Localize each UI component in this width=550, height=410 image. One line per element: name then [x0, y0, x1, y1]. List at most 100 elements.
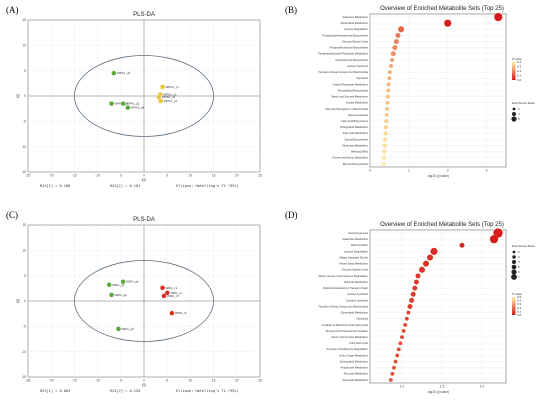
enrichment-plot-1: Overview of Enriched Metabolite Sets (To… — [318, 6, 506, 178]
point-label: WRG_g2 — [115, 293, 128, 297]
y-tick-label: -10 — [21, 145, 26, 149]
enrichment-dot — [386, 89, 390, 93]
enrichment-dot — [409, 298, 414, 303]
category-label: Fructose and Mannose Degradation — [327, 347, 369, 351]
enrichment-dot — [385, 113, 389, 117]
x-axis-label: -log10 (p value) — [427, 390, 449, 394]
category-label: Glycine and Serine Metabolism — [332, 156, 368, 160]
category-label: Starch and Sucrose Metabolism — [331, 335, 368, 339]
point-label: WRG_r1 — [166, 286, 178, 290]
x-tick-label: -5 — [119, 174, 122, 178]
enrichment-dot — [400, 335, 404, 339]
category-label: Warburg Effect — [351, 243, 368, 247]
pls-da-plot-0: PLS-DA -25 -20 -15 -10 -5 0 5 10 15 20 25 -15 -10 -5 0 5… — [16, 12, 262, 188]
x-tick-label: 1.5 — [440, 385, 445, 389]
enrichment-dot — [384, 131, 388, 135]
enrichment-dot — [460, 243, 465, 248]
x-tick-label: 25 — [258, 174, 262, 178]
y-tick-label: 15 — [22, 223, 26, 227]
category-label: Amino Sugar Metabolism — [339, 353, 368, 357]
colorbar-tick: 0.0 — [517, 313, 522, 317]
scatter-point — [160, 84, 165, 89]
size-legend-label: 5 — [518, 265, 520, 269]
size-legend-label: 3 — [518, 255, 520, 259]
size-legend-dot — [513, 108, 516, 111]
enrichment-dot — [490, 235, 498, 243]
category-label: Steroid Biosynthesis — [345, 137, 369, 141]
y-tick-label: -10 — [21, 350, 26, 354]
enrichment-dot — [402, 329, 406, 333]
enrichment-dot — [408, 304, 413, 309]
footer-r2x2: R2X[2] = 0.101 — [110, 184, 140, 188]
y-tick-label: 0 — [24, 299, 26, 303]
size-legend-dot — [512, 255, 515, 258]
enrichment-dot — [389, 64, 393, 68]
category-label: Catecholamine Biosynthesis — [335, 58, 368, 62]
size-legend-label: 7 — [518, 275, 520, 279]
enrichment-dot — [389, 378, 393, 382]
enrichment-dot — [384, 125, 388, 129]
size-legend-dot — [511, 116, 516, 121]
enrichment-plot-3: Overview of Enriched Metabolite Sets (To… — [318, 222, 506, 394]
plot-title: PLS-DA — [133, 12, 155, 18]
category-label: Glucose-Alanine Cycle — [342, 39, 369, 43]
x-tick-label: -15 — [72, 174, 77, 178]
category-label: Fatty Acid Elongation in Mitochondria — [325, 107, 368, 111]
plot-title: Overview of Enriched Metabolite Sets (To… — [380, 6, 504, 12]
category-label: Fatty Acid Biosynthesis — [341, 119, 368, 123]
x-axis-label: t[1] — [142, 383, 147, 387]
size-legend-dot — [511, 274, 517, 280]
point-label: WPK2_y4 — [164, 99, 178, 103]
enrichment-dot — [395, 354, 399, 358]
category-label: Warburg Effect — [351, 150, 368, 154]
x-tick-label: -10 — [95, 379, 100, 383]
category-label: Galactose Metabolism — [342, 15, 368, 19]
size-legend-label: 4 — [518, 260, 520, 264]
enrichment-dot — [394, 39, 399, 44]
x-tick-label: 0 — [143, 174, 145, 178]
colorbar — [512, 62, 516, 80]
enrichment-dot — [411, 292, 416, 297]
x-tick-label: 0 — [143, 379, 145, 383]
category-label: Lactose Synthesis — [347, 292, 369, 296]
size-legend-dot — [512, 260, 516, 264]
size-legend-3: Enrichment Ratio234567 — [511, 244, 535, 280]
x-tick-label: 25 — [258, 379, 262, 383]
enrichment-dot — [391, 51, 396, 56]
x-tick-label: 2.0 — [480, 385, 485, 389]
category-label: Ketone Body Metabolism — [339, 262, 368, 266]
category-label: Glycerolipid Metabolism — [340, 311, 368, 315]
enrichment-dot — [394, 360, 398, 364]
category-label: Gluconeogenesis — [348, 231, 369, 235]
size-legend-title: Enrichment Ratio — [512, 101, 535, 105]
scatter-point — [125, 105, 130, 110]
category-label: Phosphatidylcholine Biosynthesis — [330, 46, 369, 50]
size-legend-dot — [513, 251, 516, 254]
point-label: WRG_r4 — [175, 311, 187, 315]
colorbar-tick: 0.0 — [517, 78, 522, 82]
enrichment-dot — [405, 317, 409, 321]
enrichment-dot — [414, 280, 419, 285]
colorbar — [512, 297, 516, 315]
category-label: Pyruvate Metabolism — [344, 372, 368, 376]
scatter-point — [162, 294, 167, 299]
category-label: Valine, Leucine and Isoleucine Degradati… — [318, 274, 368, 278]
enrichment-dot — [386, 95, 390, 99]
scatter-point — [160, 285, 165, 290]
enrichment-dot — [388, 76, 392, 80]
enrichment-dot — [444, 20, 451, 27]
enrichment-dot — [403, 323, 407, 327]
plot-title: PLS-DA — [133, 217, 155, 223]
enrichment-dot — [399, 341, 403, 345]
scatter-point — [107, 282, 112, 287]
x-tick-label: 1.0 — [400, 385, 405, 389]
size-legend-label: 6 — [518, 117, 520, 121]
category-label: Glycolysis — [356, 76, 368, 80]
category-label: Lactose Degradation — [344, 249, 368, 253]
category-label: Phytanic Acid Peroxisomal Oxidation — [326, 329, 369, 333]
category-label: Mitochondrial Electron Transport Chain — [323, 286, 368, 290]
category-label: Phosphatidylethanolamine Biosynthesis — [322, 33, 368, 37]
enrichment-dot — [388, 70, 392, 74]
x-tick-label: 20 — [235, 174, 239, 178]
